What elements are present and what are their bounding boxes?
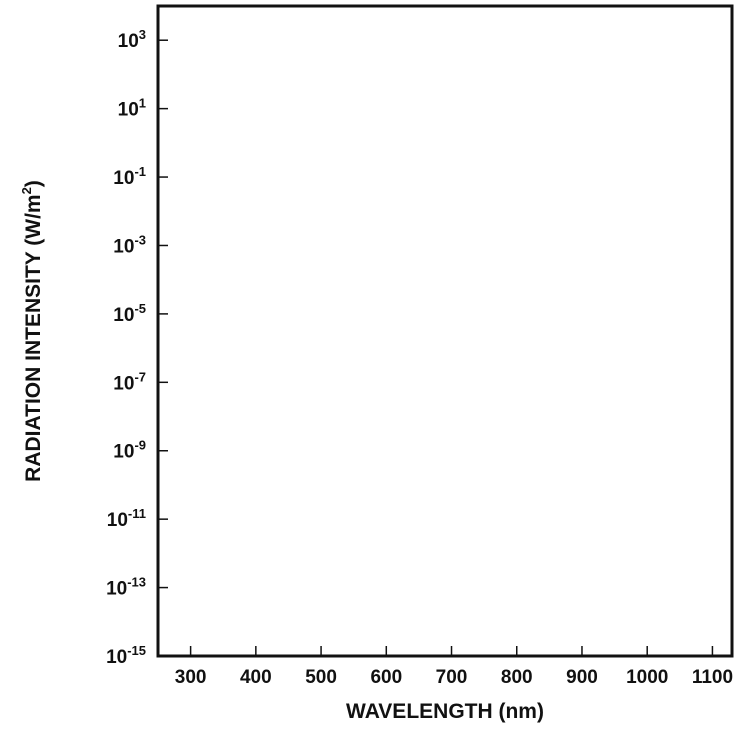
x-tick-label: 600 <box>370 667 402 688</box>
y-tick-label: 10-1 <box>113 164 146 189</box>
y-tick-label: 101 <box>118 96 146 121</box>
x-tick-label: 900 <box>566 667 598 688</box>
y-axis-title-superscript: 2 <box>19 187 34 194</box>
x-tick-label: 700 <box>436 667 468 688</box>
y-tick-label: 103 <box>118 27 146 52</box>
y-tick-label: 10-5 <box>113 301 146 326</box>
x-tick-label: 400 <box>240 667 272 688</box>
y-axis-title-main: RADIATION INTENSITY (W/m <box>22 194 45 481</box>
y-tick-label: 10-15 <box>106 643 146 668</box>
y-tick-label: 10-11 <box>107 506 146 531</box>
y-tick-label: 10-9 <box>113 438 146 463</box>
x-tick-label: 500 <box>305 667 337 688</box>
x-axis: 300 400 500 600 700 800 900 1000 1100 <box>175 646 733 688</box>
x-tick-label: 1100 <box>692 667 733 688</box>
y-axis-title-close: ) <box>22 180 45 187</box>
x-tick-label: 800 <box>501 667 533 688</box>
x-axis-title: WAVELENGTH (nm) <box>346 700 544 723</box>
y-tick-label: 10-3 <box>113 232 146 257</box>
y-axis: 103 101 10-1 10-3 10-5 10-7 10-9 10-11 10-13 10-1… <box>106 27 168 668</box>
x-tick-label: 1000 <box>626 667 668 688</box>
plot-area-frame <box>156 4 734 658</box>
x-tick-label: 300 <box>175 667 207 688</box>
y-axis-title: RADIATION INTENSITY (W/m2) <box>19 180 45 482</box>
y-tick-label: 10-13 <box>106 575 146 600</box>
y-tick-label: 10-7 <box>113 369 146 394</box>
